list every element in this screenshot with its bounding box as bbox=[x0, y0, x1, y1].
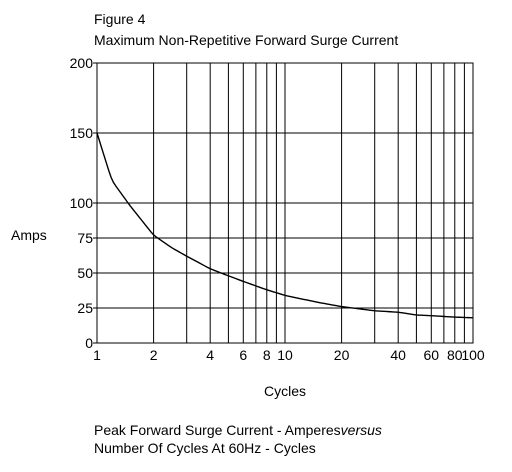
y-axis-label: Amps bbox=[11, 227, 47, 243]
caption-versus: versus bbox=[340, 422, 382, 438]
x-tick-label: 6 bbox=[239, 347, 247, 363]
y-tick-label: 100 bbox=[70, 195, 94, 211]
x-tick-label: 10 bbox=[277, 347, 293, 363]
y-tick-label: 75 bbox=[77, 230, 93, 246]
caption-line-2: Number Of Cycles At 60Hz - Cycles bbox=[94, 440, 316, 456]
x-tick-label: 40 bbox=[390, 347, 406, 363]
figure-label: Figure 4 bbox=[94, 11, 146, 27]
x-tick-label: 80 bbox=[447, 347, 463, 363]
x-tick-label: 1 bbox=[93, 347, 101, 363]
y-tick-label: 0 bbox=[85, 335, 93, 351]
x-tick-label: 100 bbox=[461, 347, 485, 363]
x-tick-label: 60 bbox=[424, 347, 440, 363]
x-tick-label: 20 bbox=[334, 347, 350, 363]
caption-prefix: Peak Forward Surge Current - Amperes bbox=[94, 422, 341, 438]
plot-frame bbox=[96, 62, 474, 344]
x-tick-label: 2 bbox=[150, 347, 158, 363]
y-tick-label: 150 bbox=[70, 125, 94, 141]
y-tick-label: 25 bbox=[77, 300, 93, 316]
y-tick-label: 200 bbox=[70, 55, 94, 71]
surge-current-curve bbox=[96, 132, 474, 319]
chart-title: Maximum Non-Repetitive Forward Surge Cur… bbox=[94, 32, 399, 48]
x-tick-label: 8 bbox=[263, 347, 271, 363]
x-tick-label: 4 bbox=[206, 347, 214, 363]
x-axis-label: Cycles bbox=[264, 383, 307, 399]
caption-line-1: Peak Forward Surge Current - Amperesvers… bbox=[94, 422, 382, 438]
y-tick-label: 50 bbox=[77, 265, 93, 281]
